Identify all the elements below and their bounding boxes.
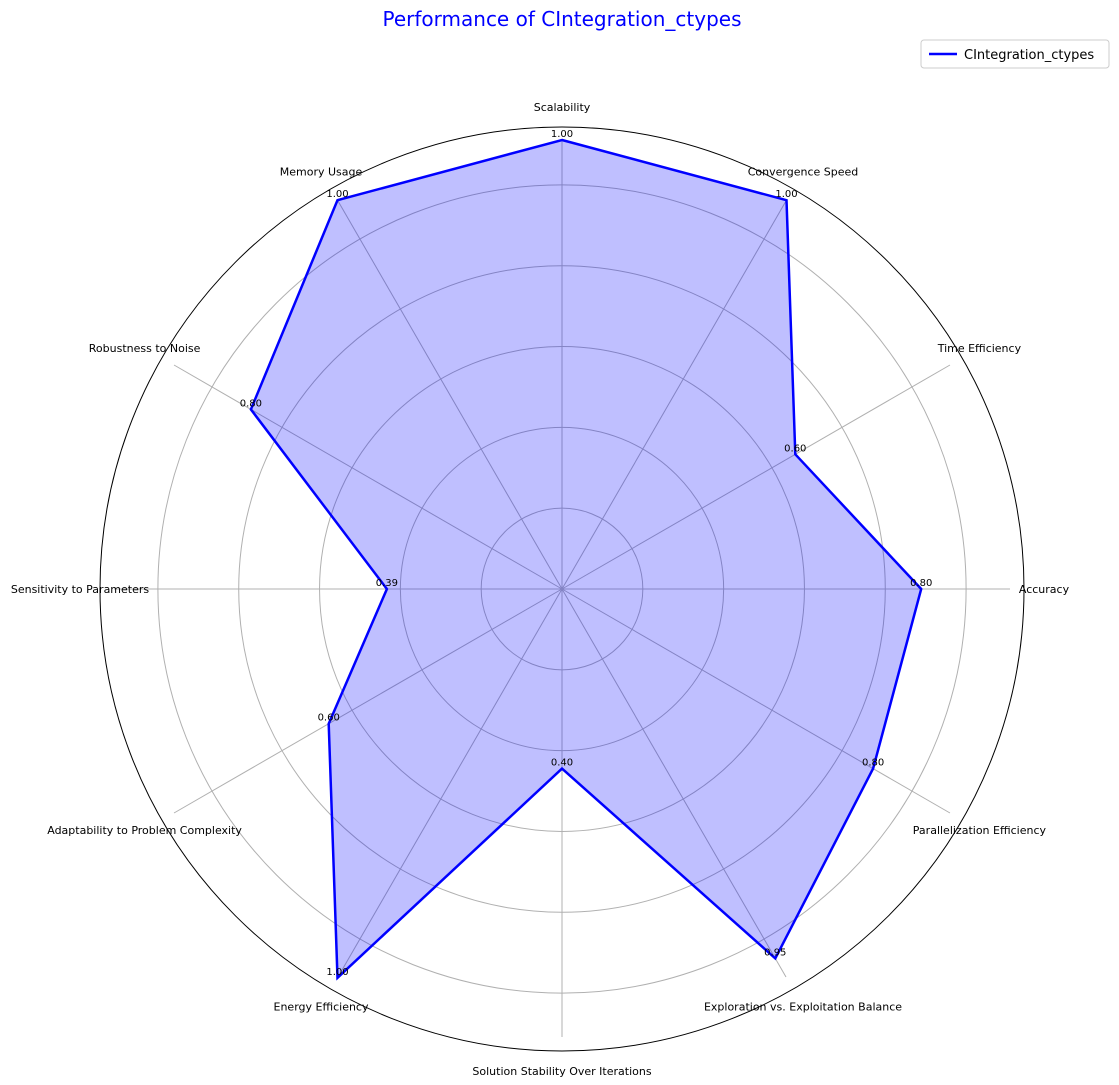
grid-spoke [337,588,563,978]
value-label: 1.00 [551,129,573,140]
axis-label: Memory Usage [280,166,363,179]
value-labels: 1.00 1.00 0.60 0.80 0.80 0.95 0.40 1.00 0.60 0.39… [240,129,933,978]
value-label: 0.80 [240,398,262,409]
axis-label: Parallelization Efficiency [913,824,1047,837]
value-label: 1.00 [775,189,797,200]
chart-title: Performance of CIntegration_ctypes [383,7,742,31]
axis-label: Adaptability to Problem Complexity [47,824,242,837]
radar-grid [99,126,1025,1052]
axis-label: Accuracy [1019,583,1070,596]
grid-spoke [561,200,787,590]
legend-box [920,39,1110,69]
series-polygon [249,138,923,981]
value-label: 1.00 [326,189,348,200]
axis-labels: Scalability Convergence Speed Time Efficie… [11,101,1070,1078]
legend: CIntegration_ctypes [920,39,1110,69]
grid-spoke [561,364,951,590]
axis-label: Exploration vs. Exploitation Balance [704,1000,902,1013]
value-label: 0.60 [784,443,806,454]
axis-label: Energy Efficiency [274,1000,369,1013]
legend-entry: CIntegration_ctypes [964,48,1094,63]
polar-frame [99,126,1025,1052]
value-label: 0.40 [551,758,573,769]
grid-spoke [561,588,787,978]
grid-spoke [173,588,563,814]
value-label: 0.80 [910,578,932,589]
axis-label: Sensitivity to Parameters [11,583,150,596]
series-area [249,138,923,981]
value-label: 0.95 [764,947,786,958]
axis-label: Robustness to Noise [89,342,201,355]
value-label: 0.60 [318,713,340,724]
value-label: 1.00 [326,967,348,978]
grid-spoke [561,588,951,814]
value-label: 0.39 [376,578,398,589]
axis-label: Scalability [534,101,591,114]
value-label: 0.80 [862,758,884,769]
grid-spoke [337,200,563,590]
grid-spoke [173,364,563,590]
axis-label: Time Efficiency [937,342,1022,355]
axis-label: Solution Stability Over Iterations [472,1065,651,1078]
axis-label: Convergence Speed [748,166,859,179]
